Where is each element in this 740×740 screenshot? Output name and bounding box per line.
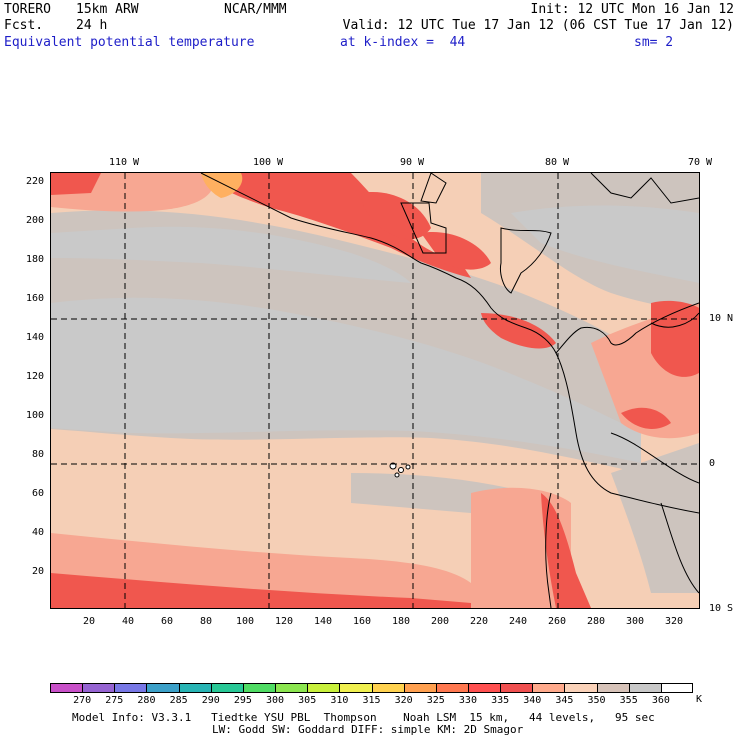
smoothing-value: sm= 2 [634,35,674,50]
x-tick-label: 240 [508,616,528,627]
legend-swatch [339,683,373,693]
y-tick-label: 140 [25,332,44,343]
legend-swatch [596,683,630,693]
forecast-label: Fcst. [4,18,44,33]
legend-swatch [210,683,244,693]
model-resolution: 15km ARW [76,2,139,17]
legend-swatch [564,683,598,693]
legend-frame [50,683,693,693]
legend-tick-label: 305 [298,695,317,706]
legend-tick-label: 290 [201,695,220,706]
x-tick-label: 100 [235,616,255,627]
init-time: Init: 12 UTC Mon 16 Jan 12 [530,2,735,17]
field-warm-spot [201,173,243,198]
lat-label-10n: 10 N [709,313,734,324]
model-info: Model Info: V3.3.1 Tiedtke YSU PBL Thomp… [72,711,655,724]
legend-tick-label: 270 [73,695,92,706]
forecast-hours: 24 h [76,18,108,33]
y-tick-label: 20 [31,566,44,577]
graticule [51,173,699,608]
legend-tick-label: 360 [651,695,670,706]
x-tick-label: 80 [199,616,213,627]
x-tick-label: 40 [121,616,135,627]
legend-swatch [307,683,341,693]
x-tick-label: 280 [586,616,606,627]
lat-label-10s: 10 S [709,603,734,614]
legend-tick-label: 320 [394,695,413,706]
legend-tick-label: 330 [458,695,477,706]
legend-swatch [467,683,502,693]
x-tick-label: 200 [430,616,450,627]
legend-swatch [242,683,277,693]
y-tick-label: 160 [25,293,44,304]
legend-swatch [146,683,180,693]
field-name: Equivalent potential temperature [4,35,255,50]
lon-label-110w: 110 W [108,157,140,168]
vertical-level: at k-index = 44 [340,35,466,50]
legend-swatch [371,683,405,693]
model-name: TORERO [4,2,51,17]
institution: NCAR/MMM [224,2,287,17]
legend-unit: K [696,694,703,705]
y-tick-label: 80 [31,449,44,460]
x-tick-label: 120 [274,616,294,627]
legend-swatch [660,683,694,693]
lon-label-100w: 100 W [252,157,284,168]
legend-tick-label: 275 [105,695,124,706]
legend-tick-label: 300 [266,695,285,706]
legend-tick-label: 350 [587,695,606,706]
legend-swatch [275,683,309,693]
physics-info: LW: Godd SW: Goddard DIFF: simple KM: 2D… [212,723,524,736]
legend-tick-label: 315 [362,695,381,706]
legend-swatch [114,683,148,693]
field-lightgray-bands [51,205,699,463]
legend-tick-label: 340 [523,695,542,706]
legend-tick-label: 345 [555,695,574,706]
legend-tick-label: 325 [426,695,445,706]
legend-tick-label: 355 [619,695,638,706]
legend-swatch [403,683,437,693]
x-tick-label: 140 [313,616,333,627]
y-tick-label: 40 [31,527,44,538]
lon-label-80w: 80 W [544,157,570,168]
lon-label-90w: 90 W [399,157,425,168]
legend-swatch [500,683,534,693]
x-tick-label: 160 [352,616,372,627]
y-tick-label: 120 [25,371,44,382]
lat-label-0: 0 [709,458,716,469]
x-tick-label: 180 [391,616,411,627]
legend-swatch [628,683,662,693]
legend-swatch [82,683,116,693]
x-tick-label: 260 [547,616,567,627]
y-tick-label: 180 [25,254,44,265]
y-tick-label: 100 [25,410,44,421]
legend-tick-label: 295 [233,695,252,706]
x-tick-label: 20 [82,616,96,627]
legend-tick-label: 280 [137,695,156,706]
y-tick-label: 220 [25,176,44,187]
lon-label-70w: 70 W [687,157,713,168]
legend-tick-label: 310 [330,695,349,706]
legend-tick-label: 285 [169,695,188,706]
temperature-map [50,172,700,609]
y-tick-label: 200 [25,215,44,226]
valid-time: Valid: 12 UTC Tue 17 Jan 12 (06 CST Tue … [342,18,734,33]
coastlines [200,173,699,608]
legend-swatch [532,683,566,693]
x-tick-label: 220 [469,616,489,627]
y-tick-label: 60 [31,488,44,499]
legend-swatch [435,683,469,693]
x-tick-label: 300 [625,616,645,627]
legend-tick-label: 335 [491,695,510,706]
x-tick-label: 60 [160,616,174,627]
x-tick-label: 320 [664,616,684,627]
legend-swatch [178,683,212,693]
